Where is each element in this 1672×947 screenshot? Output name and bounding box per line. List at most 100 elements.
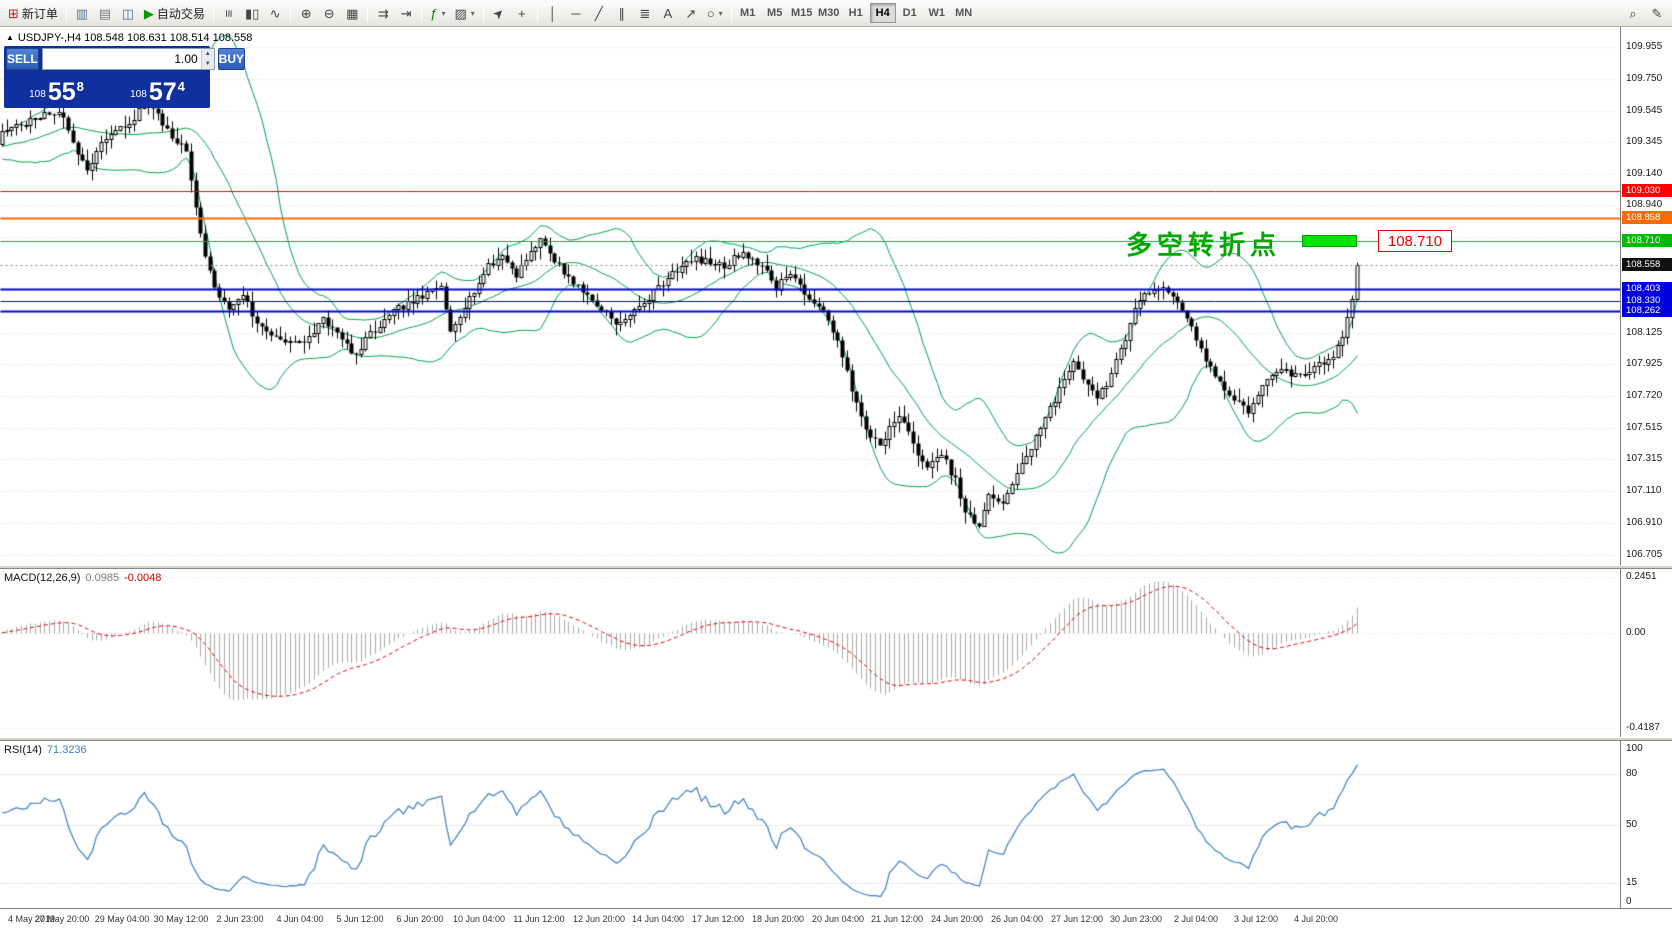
bar-chart-button[interactable]: ≡ xyxy=(218,2,240,24)
timeframe-h1[interactable]: H1 xyxy=(848,7,863,19)
cursor-icon: ➤ xyxy=(489,3,508,23)
macd-indicator-label: MACD(12,26,9) 0.0985 -0.0048 xyxy=(4,572,166,584)
templates-button[interactable]: ▨ ▾ xyxy=(451,2,479,24)
rsi-indicator-label: RSI(14) 71.3236 xyxy=(4,744,92,756)
shapes-button[interactable]: ○ ▾ xyxy=(703,2,727,24)
price-axis-label: 107.515 xyxy=(1626,422,1663,434)
auto-scroll-button[interactable]: ⇉ xyxy=(372,2,394,24)
charts-icon: ▥ xyxy=(75,5,89,21)
chart-canvas[interactable] xyxy=(0,27,1620,947)
annotation-price-label[interactable]: 108.710 xyxy=(1378,230,1452,252)
search-icon: ⌕ xyxy=(1629,5,1637,21)
time-axis-label: 10 Jun 04:00 xyxy=(452,914,506,924)
channel-button[interactable]: ∥ xyxy=(611,2,633,24)
time-axis-label: 17 Jun 12:00 xyxy=(691,914,745,924)
profiles-button[interactable]: ▤ xyxy=(94,2,116,24)
price-tag: 108.558 xyxy=(1622,258,1672,272)
volume-down-button[interactable]: ▼ xyxy=(201,59,214,69)
price-axis-label: 107.925 xyxy=(1626,358,1663,370)
zoom-out-button[interactable]: ⊖ xyxy=(318,2,340,24)
toolbar-main-group: ⊞ 新订单 ▥ ▤ ◫ ▶ 自动交易 ≡ ▮▯ ∿ ⊕ ⊖ ▦ ⇉ ⇥ ƒ ▾ ▨ ▾ ➤ + │ ─ ╱ ∥ ≣ A ↗ ○ ▾ xyxy=(4,2,735,24)
arrow-tool-button[interactable]: ↗ xyxy=(680,2,702,24)
sell-button[interactable]: SELL xyxy=(6,48,39,70)
new-order-button[interactable]: ⊞ 新订单 xyxy=(4,2,62,24)
templates-dropdown-icon[interactable]: ▾ xyxy=(470,8,475,18)
toolbar-right-group: ⌕ ✎ xyxy=(1622,2,1668,24)
timeframe-d1[interactable]: D1 xyxy=(902,7,917,19)
timeframe-m15[interactable]: M15 xyxy=(790,7,813,19)
indicators-dropdown-icon[interactable]: ▾ xyxy=(441,8,446,18)
price-axis-label: 108.125 xyxy=(1626,326,1663,338)
volume-box: ▲ ▼ xyxy=(41,48,215,70)
buy-button[interactable]: BUY xyxy=(217,48,246,70)
chart-shift-icon: ⇥ xyxy=(400,5,412,21)
line-chart-button[interactable]: ∿ xyxy=(264,2,286,24)
time-axis-label: 6 Jun 20:00 xyxy=(396,914,444,924)
time-axis-label: 27 Jun 12:00 xyxy=(1050,914,1104,924)
search-button[interactable]: ⌕ xyxy=(1622,2,1644,24)
timeframe-m1[interactable]: M1 xyxy=(740,7,756,19)
volume-input[interactable] xyxy=(42,49,201,69)
candlestick-chart-icon: ▮▯ xyxy=(244,5,260,21)
shapes-dropdown-icon[interactable]: ▾ xyxy=(718,8,723,18)
time-axis[interactable]: 4 May 2019 27 May 20:00 29 May 04:00 30 May… xyxy=(0,908,1672,947)
bid-big: 55 xyxy=(47,77,76,106)
annotation-text[interactable]: 多空转折点 xyxy=(1126,230,1282,260)
vertical-line-icon: │ xyxy=(548,5,557,21)
cursor-button[interactable]: ➤ xyxy=(488,2,510,24)
crosshair-button[interactable]: + xyxy=(511,2,533,24)
trendline-button[interactable]: ╱ xyxy=(588,2,610,24)
price-axis-label: 107.110 xyxy=(1626,485,1662,497)
chart-shift-button[interactable]: ⇥ xyxy=(395,2,417,24)
time-axis-label: 27 May 20:00 xyxy=(34,914,90,924)
data-window-button[interactable]: ◫ xyxy=(117,2,139,24)
edit-icon: ✎ xyxy=(1651,5,1663,21)
rsi-axis-label: 80 xyxy=(1626,768,1638,780)
zoom-out-icon: ⊖ xyxy=(323,5,335,21)
symbol-ohlc-info: ▲ USDJPY-,H4 108.548 108.631 108.514 108.… xyxy=(6,32,252,44)
indicators-button[interactable]: ƒ ▾ xyxy=(426,2,449,24)
timeframe-h4[interactable]: H4 xyxy=(869,3,896,23)
timeframe-mn[interactable]: MN xyxy=(955,7,973,19)
volume-up-button[interactable]: ▲ xyxy=(201,49,214,59)
tile-windows-icon: ▦ xyxy=(346,5,359,21)
templates-icon: ▨ xyxy=(454,5,467,21)
toolbar-separator xyxy=(536,4,538,22)
new-order-icon: ⊞ xyxy=(8,5,19,21)
edit-button[interactable]: ✎ xyxy=(1646,2,1668,24)
rsi-pane-separator[interactable] xyxy=(0,737,1672,741)
price-tag: 108.710 xyxy=(1622,234,1672,248)
price-axis-label: 108.940 xyxy=(1626,199,1663,211)
price-axis-label: 106.705 xyxy=(1626,548,1663,560)
timeframe-m30[interactable]: M30 xyxy=(817,7,840,19)
text-button[interactable]: A xyxy=(657,2,679,24)
zoom-in-button[interactable]: ⊕ xyxy=(295,2,317,24)
time-axis-label: 20 Jun 04:00 xyxy=(811,914,865,924)
vertical-line-button[interactable]: │ xyxy=(542,2,564,24)
price-axis[interactable]: 109.955 109.750 109.545 109.345 109.140 108.9… xyxy=(1620,27,1672,947)
bid-prefix: 108 xyxy=(29,89,46,100)
autotrading-button[interactable]: ▶ 自动交易 xyxy=(140,2,209,24)
timeframe-w1[interactable]: W1 xyxy=(928,7,945,19)
tile-windows-button[interactable]: ▦ xyxy=(341,2,363,24)
price-tag: 108.858 xyxy=(1622,211,1672,225)
panel-collapse-icon[interactable]: ▲ xyxy=(6,33,14,42)
zoom-in-icon: ⊕ xyxy=(300,5,312,21)
time-axis-label: 18 Jun 20:00 xyxy=(751,914,805,924)
price-tag: 109.030 xyxy=(1622,184,1672,198)
horizontal-line-button[interactable]: ─ xyxy=(565,2,587,24)
ask-big: 57 xyxy=(148,77,177,106)
time-axis-label: 12 Jun 20:00 xyxy=(572,914,626,924)
annotation-highlight-rect[interactable] xyxy=(1302,235,1357,247)
charts-button[interactable]: ▥ xyxy=(71,2,93,24)
candlestick-chart-button[interactable]: ▮▯ xyxy=(241,2,263,24)
macd-axis-label: -0.4187 xyxy=(1626,721,1660,733)
time-axis-label: 4 Jun 04:00 xyxy=(276,914,324,924)
timeframe-m5[interactable]: M5 xyxy=(767,7,783,19)
macd-pane-separator[interactable] xyxy=(0,565,1672,569)
fibonacci-button[interactable]: ≣ xyxy=(634,2,656,24)
text-icon: A xyxy=(663,5,673,21)
time-axis-label: 21 Jun 12:00 xyxy=(870,914,924,924)
toolbar-separator xyxy=(212,4,214,22)
